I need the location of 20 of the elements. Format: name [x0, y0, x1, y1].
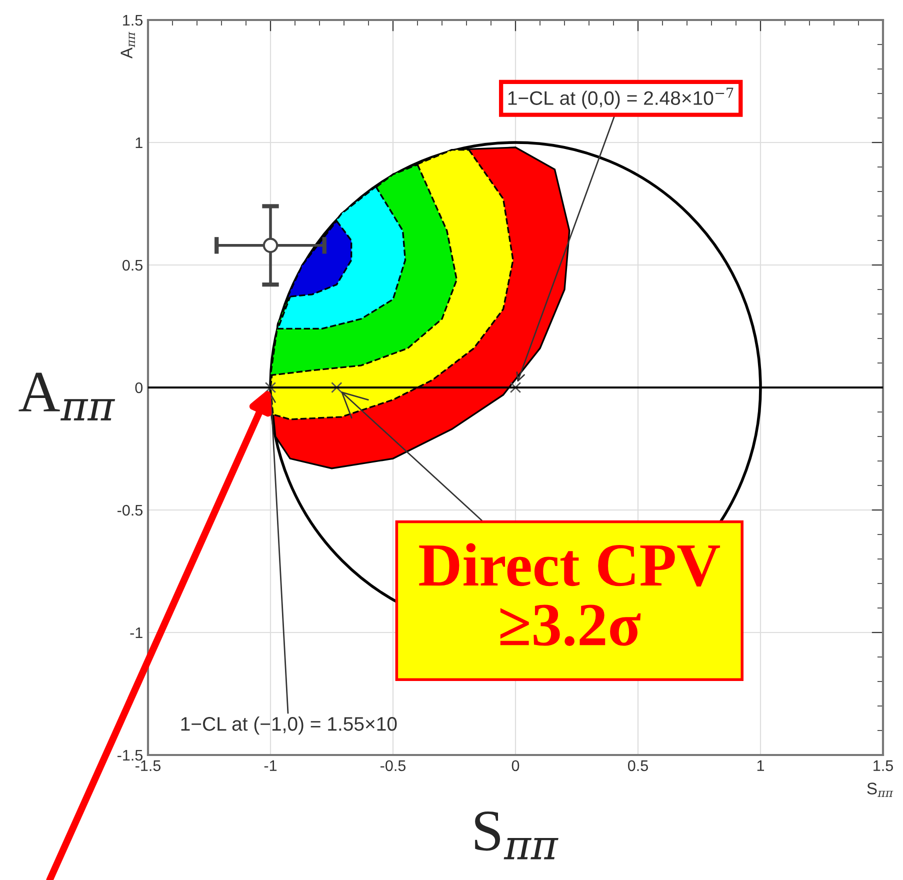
x-tick-label: 0.5 — [628, 760, 648, 772]
x-tick-label: 0 — [512, 760, 520, 772]
y-tick-label: 0.5 — [122, 260, 142, 271]
y-tick-label: -1.5 — [117, 750, 142, 761]
text: S$_{ππ}$ — [867, 782, 894, 797]
y-tick-label: 1 — [136, 138, 142, 148]
y-axis-title: A$_{ππ}$ — [18, 372, 116, 420]
annotation: Direct CPV ≥3.2σ — [419, 543, 720, 646]
y-tick-label: 1.5 — [123, 15, 142, 26]
y-tick-label: -0.5 — [117, 504, 142, 516]
x-tick-label: -1 — [264, 760, 277, 771]
y-tick-label: -1 — [130, 628, 142, 638]
x-tick-label: -0.5 — [380, 760, 406, 772]
annotation: 1−CL at (−1,0) = 1.55×10 — [181, 716, 397, 735]
annotation: 1−CL at (0,0) = 2.48×10$^{−7}$ — [508, 88, 734, 109]
x-tick-label: 1.5 — [874, 760, 893, 772]
y-tick-label: 0 — [135, 382, 143, 394]
x-tick-label: 1 — [757, 760, 764, 771]
text: A$_{ππ}$ — [120, 32, 135, 59]
x-axis-title: S$_{ππ}$ — [475, 812, 558, 860]
